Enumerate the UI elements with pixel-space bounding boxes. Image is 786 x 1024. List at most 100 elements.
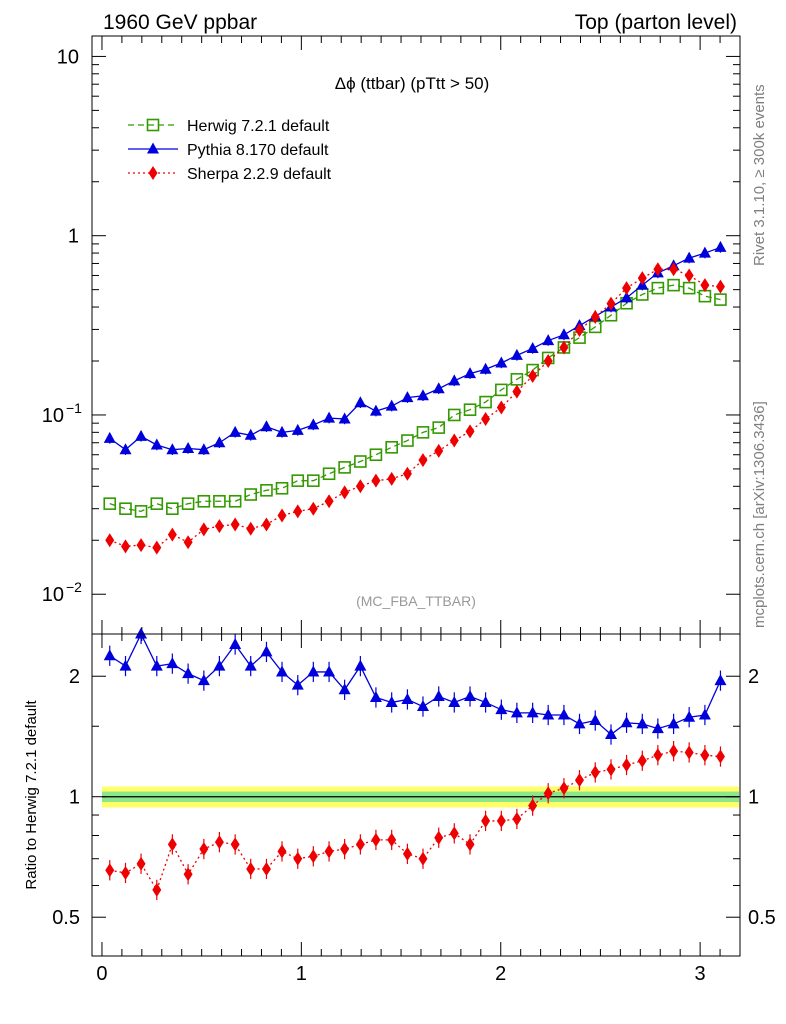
legend-item-pythia: Pythia 8.170 default: [128, 142, 329, 159]
data-point-sherpa: [167, 527, 177, 542]
ratio-point-sherpa: [622, 758, 632, 773]
data-point-pythia: [244, 428, 257, 440]
ratio-axes: 0.5 0.5 1 1 2 2 0 1 2 3: [52, 634, 776, 985]
ratio-point-pythia: [401, 692, 414, 704]
data-point-sherpa: [214, 519, 224, 534]
ratio-point-sherpa: [308, 849, 318, 864]
x-tick-label: 2: [495, 963, 506, 985]
data-point-pythia: [307, 418, 320, 430]
ratio-line-pythia: [109, 632, 722, 736]
data-point-sherpa: [700, 278, 710, 293]
data-point-pythia: [276, 425, 289, 437]
data-point-herwig: [197, 494, 211, 508]
ratio-point-sherpa: [512, 811, 522, 826]
ratio-point-sherpa: [637, 753, 647, 768]
data-point-herwig: [447, 408, 461, 422]
ratio-point-pythia: [385, 695, 398, 707]
ratio-point-sherpa: [277, 844, 287, 859]
data-point-sherpa: [418, 453, 428, 468]
data-point-sherpa: [105, 533, 115, 548]
data-point-pythia: [416, 389, 429, 401]
y-tick-exponent: −2: [66, 579, 82, 595]
data-point-sherpa: [481, 411, 491, 426]
data-point-pythia: [213, 436, 226, 448]
data-point-pythia: [495, 356, 508, 368]
data-point-herwig: [322, 467, 336, 481]
ratio-point-pythia: [620, 716, 633, 728]
ratio-point-pythia: [307, 665, 320, 677]
ratio-point-pythia: [557, 708, 570, 720]
data-point-sherpa: [308, 501, 318, 516]
data-point-sherpa: [559, 340, 569, 355]
legend: Herwig 7.2.1 default Pythia 8.170 default…: [128, 118, 332, 183]
ratio-point-pythia: [542, 708, 555, 720]
data-point-sherpa: [355, 479, 365, 494]
ratio-point-sherpa: [120, 865, 130, 880]
data-point-pythia: [542, 334, 555, 346]
ratio-point-pythia: [479, 695, 492, 707]
ratio-frame: [91, 633, 741, 957]
ratio-point-sherpa: [528, 798, 538, 813]
ratio-point-pythia: [448, 695, 461, 707]
data-point-pythia: [260, 420, 273, 432]
ratio-point-pythia: [182, 667, 195, 679]
ratio-point-pythia: [369, 690, 382, 702]
ratio-point-sherpa: [246, 861, 256, 876]
data-point-pythia: [229, 425, 242, 437]
data-point-pythia: [714, 240, 727, 252]
ratio-point-sherpa: [230, 837, 240, 852]
ratio-y-tick-label: 0.5: [52, 907, 80, 929]
ratio-point-pythia: [213, 659, 226, 671]
plot-watermark: (MC_FBA_TTBAR): [356, 593, 476, 609]
ratio-point-sherpa: [559, 781, 569, 796]
y-tick-label: 10: [42, 584, 64, 606]
ratio-point-sherpa: [434, 830, 444, 845]
ratio-reference-band: [101, 786, 739, 808]
x-tick-label: 1: [296, 963, 307, 985]
data-point-herwig: [181, 497, 195, 510]
data-point-pythia: [291, 423, 304, 435]
data-point-sherpa: [637, 271, 647, 286]
data-point-pythia: [683, 251, 696, 263]
ratio-point-pythia: [510, 706, 523, 718]
data-point-herwig: [275, 481, 289, 495]
ratio-point-sherpa: [669, 744, 679, 759]
data-point-sherpa: [136, 538, 146, 553]
data-point-herwig: [401, 434, 414, 447]
data-point-herwig: [479, 395, 492, 409]
ratio-y-tick-label-right: 2: [748, 666, 759, 688]
side-label-rivet: Rivet 3.1.10, ≥ 300k events: [751, 84, 768, 266]
data-point-pythia: [448, 374, 461, 386]
ratio-point-sherpa: [481, 813, 491, 828]
ratio-y-tick-label-right: 0.5: [748, 907, 776, 929]
series-herwig: [103, 278, 727, 518]
data-point-herwig: [150, 497, 164, 510]
data-point-pythia: [119, 443, 132, 455]
ratio-point-pythia: [416, 700, 429, 712]
data-point-sherpa: [246, 521, 256, 536]
data-point-pythia: [464, 367, 477, 379]
data-point-pythia: [479, 362, 492, 374]
ratio-point-pythia: [323, 665, 336, 677]
data-point-pythia: [369, 404, 382, 416]
ratio-point-pythia: [495, 703, 508, 715]
data-point-herwig: [651, 281, 665, 295]
series-pythia: [103, 240, 727, 455]
data-point-herwig: [166, 502, 179, 515]
y-tick-label: 10: [57, 46, 79, 68]
data-point-sherpa: [371, 473, 381, 488]
data-point-sherpa: [277, 508, 287, 523]
data-point-sherpa: [402, 466, 412, 481]
ratio-point-sherpa: [543, 786, 553, 801]
y-tick-label: 1: [68, 226, 79, 248]
data-point-sherpa: [669, 262, 679, 277]
ratio-series-sherpa: [105, 740, 725, 901]
legend-label: Pythia 8.170 default: [187, 142, 329, 159]
data-point-sherpa: [340, 485, 350, 500]
legend-marker: [147, 142, 159, 154]
series-line-herwig: [109, 284, 721, 513]
ratio-point-pythia: [119, 659, 132, 671]
data-point-pythia: [401, 391, 414, 403]
